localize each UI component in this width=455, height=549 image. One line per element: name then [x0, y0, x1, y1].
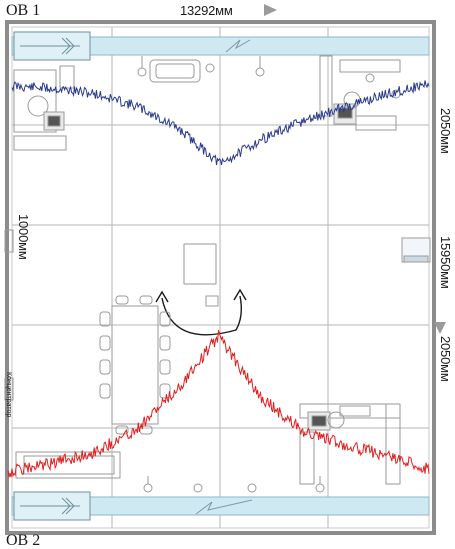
outer-wall: [5, 20, 436, 535]
top-sofa: [137, 56, 265, 83]
bottom-fixtures: [143, 476, 325, 493]
duct-break-icon: [195, 499, 253, 515]
dimension-right-bottom: 2050мм: [438, 336, 453, 382]
bottom-duct: [11, 491, 430, 521]
dimension-top: 13292мм: [180, 3, 233, 18]
dimension-right-top: 2050мм: [438, 108, 453, 154]
dimension-right-mid: 15950мм: [438, 236, 453, 289]
dimension-left: 1000мм: [16, 214, 31, 260]
bottom-right-workstation: [299, 403, 401, 485]
duct-break-icon: [225, 39, 251, 53]
concentrator-label: Концентратор: [5, 372, 12, 418]
dimension-arrow-icon: [434, 322, 446, 334]
rotate-arrows: [155, 288, 247, 336]
left-wall-device: [4, 229, 14, 401]
right-wall-device: [401, 237, 431, 263]
grid-lines: [12, 27, 429, 528]
ov1-label: OB 1: [6, 2, 41, 19]
conference-table: [99, 295, 171, 435]
bottom-left-workstation: [15, 451, 121, 479]
dimension-markers: [264, 4, 446, 334]
top-left-workstation: [13, 65, 75, 151]
top-duct: [11, 31, 430, 61]
center-desk: [183, 243, 219, 307]
ov2-label: OB 2: [6, 532, 41, 549]
signal-trace-ov2: [7, 330, 430, 478]
dimension-arrow-icon: [264, 4, 277, 16]
signal-trace-ov1: [11, 80, 430, 166]
